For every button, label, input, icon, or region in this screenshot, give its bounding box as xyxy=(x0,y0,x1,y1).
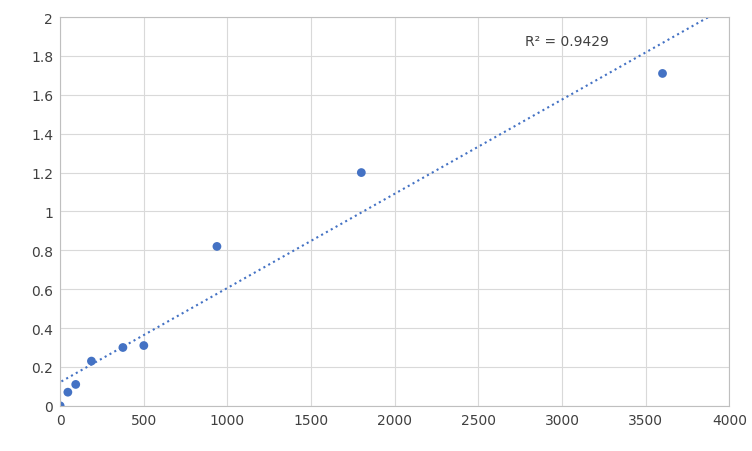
Point xyxy=(54,402,66,410)
Point xyxy=(656,71,669,78)
Point xyxy=(117,344,129,351)
Point xyxy=(138,342,150,350)
Point xyxy=(86,358,98,365)
Text: R² = 0.9429: R² = 0.9429 xyxy=(526,35,609,49)
Point xyxy=(211,243,223,250)
Point xyxy=(355,170,367,177)
Point xyxy=(62,389,74,396)
Point xyxy=(70,381,82,388)
